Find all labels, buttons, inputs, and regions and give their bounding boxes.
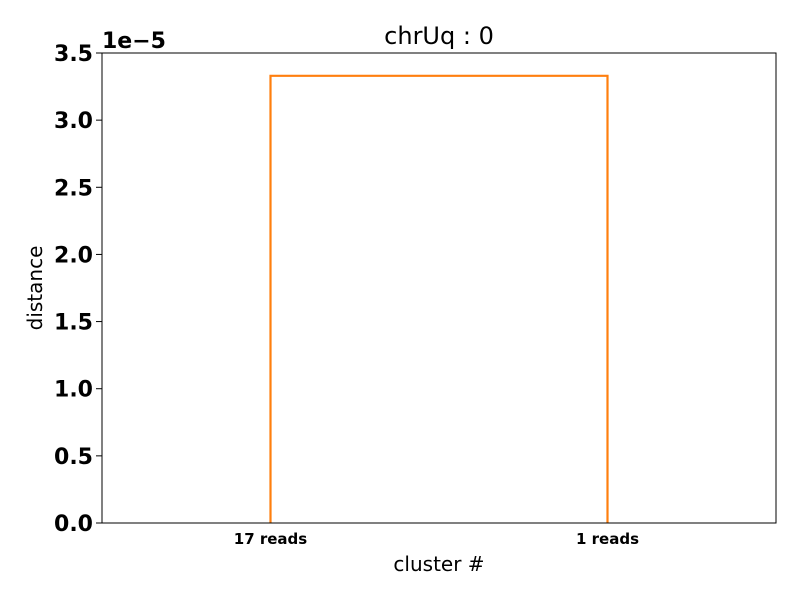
y-tick-label: 0.0 <box>54 512 93 537</box>
x-axis-label: cluster # <box>393 552 484 576</box>
y-axis-label: distance <box>23 246 47 331</box>
dendrogram-links <box>269 74 609 523</box>
y-tick-label: 1.5 <box>54 311 93 336</box>
x-axis-ticks: 17 reads 1 reads <box>234 530 639 548</box>
plot-area: 0.0 0.5 1.0 1.5 2.0 2.5 3.0 3.5 17 reads 1 reads <box>54 42 777 548</box>
y-tick-label: 2.5 <box>54 176 93 201</box>
y-axis-offset-label: 1e−5 <box>102 29 166 54</box>
y-tick-label: 0.5 <box>54 445 93 470</box>
x-tick-label: 1 reads <box>576 530 639 548</box>
chart-title: chrUq : 0 <box>384 22 494 50</box>
y-tick-label: 3.0 <box>54 109 93 134</box>
x-tick-label: 17 reads <box>234 530 308 548</box>
y-tick-label: 1.0 <box>54 378 93 403</box>
y-axis-ticks: 0.0 0.5 1.0 1.5 2.0 2.5 3.0 3.5 <box>54 42 102 537</box>
y-tick-label: 3.5 <box>54 42 93 67</box>
y-tick-label: 2.0 <box>54 243 93 268</box>
plot-frame <box>101 52 777 524</box>
dendrogram-link <box>269 74 609 523</box>
